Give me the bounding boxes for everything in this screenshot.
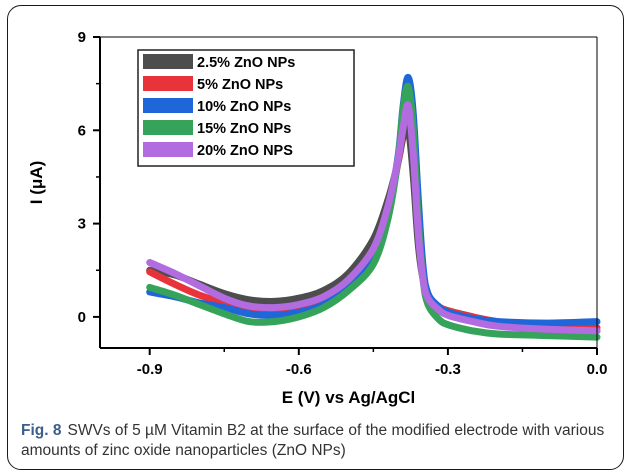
legend-swatch bbox=[143, 54, 193, 69]
x-tick-label: -0.6 bbox=[286, 361, 312, 378]
caption-figure-label: Fig. 8 bbox=[21, 422, 62, 439]
legend-label: 10% ZnO NPs bbox=[197, 99, 291, 115]
series-layer bbox=[146, 73, 601, 341]
legend-label: 15% ZnO NPs bbox=[197, 121, 291, 137]
legend-swatch bbox=[143, 120, 193, 135]
y-tick-label: 0 bbox=[78, 309, 86, 326]
x-tick-label: -0.3 bbox=[435, 361, 461, 378]
series-line-5 bbox=[146, 101, 601, 335]
figure-caption: Fig. 8 SWVs of 5 µM Vitamin B2 at the sur… bbox=[21, 421, 621, 461]
y-tick-label: 6 bbox=[78, 122, 86, 139]
caption-text: SWVs of 5 µM Vitamin B2 at the surface o… bbox=[21, 422, 605, 459]
legend-swatch bbox=[143, 98, 193, 113]
legend-swatch bbox=[143, 76, 193, 91]
y-tick-label: 3 bbox=[78, 216, 86, 233]
y-axis-title: I (μA) bbox=[27, 161, 46, 204]
legend-label: 2.5% ZnO NPs bbox=[197, 55, 295, 71]
y-tick-label: 9 bbox=[78, 29, 86, 46]
x-tick-label: -0.9 bbox=[137, 361, 163, 378]
x-axis-title: E (V) vs Ag/AgCl bbox=[282, 388, 416, 407]
legend-label: 5% ZnO NPs bbox=[197, 77, 283, 93]
axes: -0.9 -0.6 -0.3 0.0 0 3 6 9 bbox=[78, 29, 608, 378]
x-tick-label: 0.0 bbox=[587, 361, 608, 378]
legend-label: 20% ZnO NPS bbox=[197, 143, 293, 159]
legend: 2.5% ZnO NPs 5% ZnO NPs 10% ZnO NPs 15% ZnO… bbox=[137, 49, 355, 167]
legend-swatch bbox=[143, 142, 193, 157]
